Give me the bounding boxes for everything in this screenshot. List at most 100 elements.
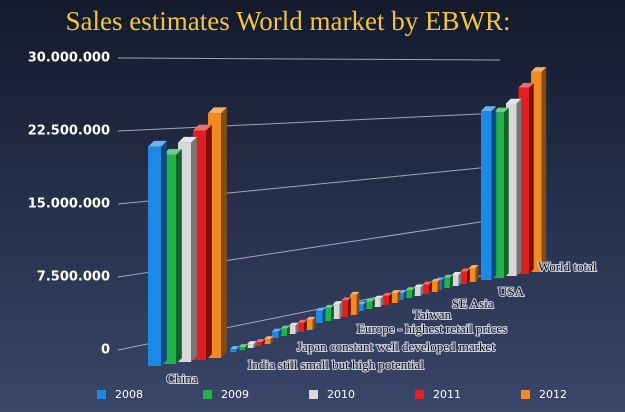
- bar: [374, 298, 381, 307]
- bar-top: [255, 339, 265, 343]
- bar-side: [441, 277, 445, 290]
- bar-top: [230, 346, 240, 350]
- bar: [333, 304, 340, 319]
- bar-side: [380, 295, 384, 307]
- y-tick-label: 7.500.000: [37, 270, 110, 285]
- bar-side: [176, 149, 182, 364]
- bar-top: [306, 316, 316, 320]
- bar: [306, 319, 313, 330]
- bar-top: [333, 301, 343, 305]
- bar-top: [422, 281, 432, 285]
- bar-top: [452, 272, 462, 275]
- bar-side: [475, 265, 479, 282]
- bar-side: [437, 278, 441, 292]
- bar-side: [420, 284, 424, 296]
- bar-side: [363, 301, 367, 311]
- bar-side: [295, 322, 299, 334]
- bar-top: [193, 124, 212, 131]
- category-label: Europe - highest retail prices: [357, 321, 507, 336]
- bar-top: [163, 149, 182, 155]
- bar-side: [458, 272, 462, 286]
- bar-top: [178, 136, 197, 143]
- bar-side: [161, 140, 167, 366]
- bar-side: [504, 107, 509, 278]
- bar-side: [348, 297, 351, 317]
- legend-swatch: [521, 390, 530, 399]
- bar-side: [270, 336, 274, 344]
- bar-top: [414, 284, 424, 288]
- chart-title: Sales estimates World market by EBWR:: [66, 6, 511, 36]
- y-tick-label: 22.500.000: [28, 124, 110, 139]
- bar-top: [506, 98, 522, 104]
- category-label: World total: [538, 259, 597, 274]
- bar-top: [280, 325, 290, 329]
- bar: [405, 290, 412, 298]
- bar: [280, 328, 287, 336]
- bar-top: [148, 140, 167, 147]
- bar-side: [236, 346, 240, 352]
- bar: [238, 347, 245, 350]
- bar-top: [341, 297, 351, 301]
- legend-label: 2009: [221, 388, 249, 401]
- bar-side: [429, 281, 432, 294]
- bar: [247, 344, 254, 348]
- grid-line: [117, 57, 501, 61]
- bar: [297, 322, 304, 332]
- legend-swatch: [97, 390, 106, 399]
- bar-side: [206, 124, 212, 361]
- bar-top: [531, 67, 547, 72]
- bar-side: [253, 341, 257, 348]
- bar-top: [382, 292, 392, 296]
- bar: [391, 293, 398, 303]
- category-label: Japan constant well developed market: [297, 339, 495, 354]
- bar: [255, 342, 262, 346]
- bar-top: [297, 319, 307, 323]
- bar-top: [264, 336, 274, 340]
- bar-side: [304, 319, 307, 332]
- bar-top: [272, 328, 282, 332]
- bar: [506, 103, 517, 276]
- legend-label: 2012: [539, 388, 567, 401]
- bar-top: [316, 307, 326, 311]
- bar: [264, 339, 271, 344]
- bar-side: [221, 107, 227, 358]
- bar: [481, 110, 492, 280]
- bar-side: [262, 339, 265, 346]
- bar-side: [389, 292, 392, 305]
- bar-side: [403, 290, 407, 300]
- bar: [493, 112, 504, 279]
- category-label: USA: [498, 284, 525, 299]
- bar: [452, 274, 459, 286]
- bar-side: [245, 344, 248, 350]
- bar: [443, 277, 450, 288]
- bar-side: [191, 136, 197, 362]
- bar-top: [481, 106, 497, 111]
- bar: [289, 325, 296, 334]
- bar-top: [374, 295, 384, 299]
- legend-label: 2008: [115, 388, 143, 401]
- bar-top: [405, 287, 415, 291]
- bar-side: [322, 307, 326, 323]
- bar-top: [350, 291, 360, 295]
- legend-swatch: [203, 390, 212, 399]
- bar: [341, 300, 348, 317]
- category-label: SE Asia: [452, 296, 494, 311]
- bar: [414, 287, 421, 296]
- bar-side: [412, 287, 415, 298]
- bar-side: [278, 328, 282, 338]
- bar-side: [372, 298, 375, 309]
- legend-label: 2010: [327, 388, 355, 401]
- category-label: China: [166, 371, 197, 386]
- legend-swatch: [415, 390, 424, 399]
- bar: [431, 281, 438, 292]
- bar: [382, 295, 389, 305]
- legend-swatch: [309, 390, 318, 399]
- bar-side: [450, 274, 453, 288]
- bar-top: [238, 344, 248, 348]
- bar-side: [516, 98, 522, 277]
- category-label: Taiwan: [413, 307, 452, 322]
- bar-side: [331, 304, 334, 321]
- bar-top: [208, 107, 227, 114]
- bar-top: [289, 322, 299, 326]
- legend-label: 2011: [433, 388, 461, 401]
